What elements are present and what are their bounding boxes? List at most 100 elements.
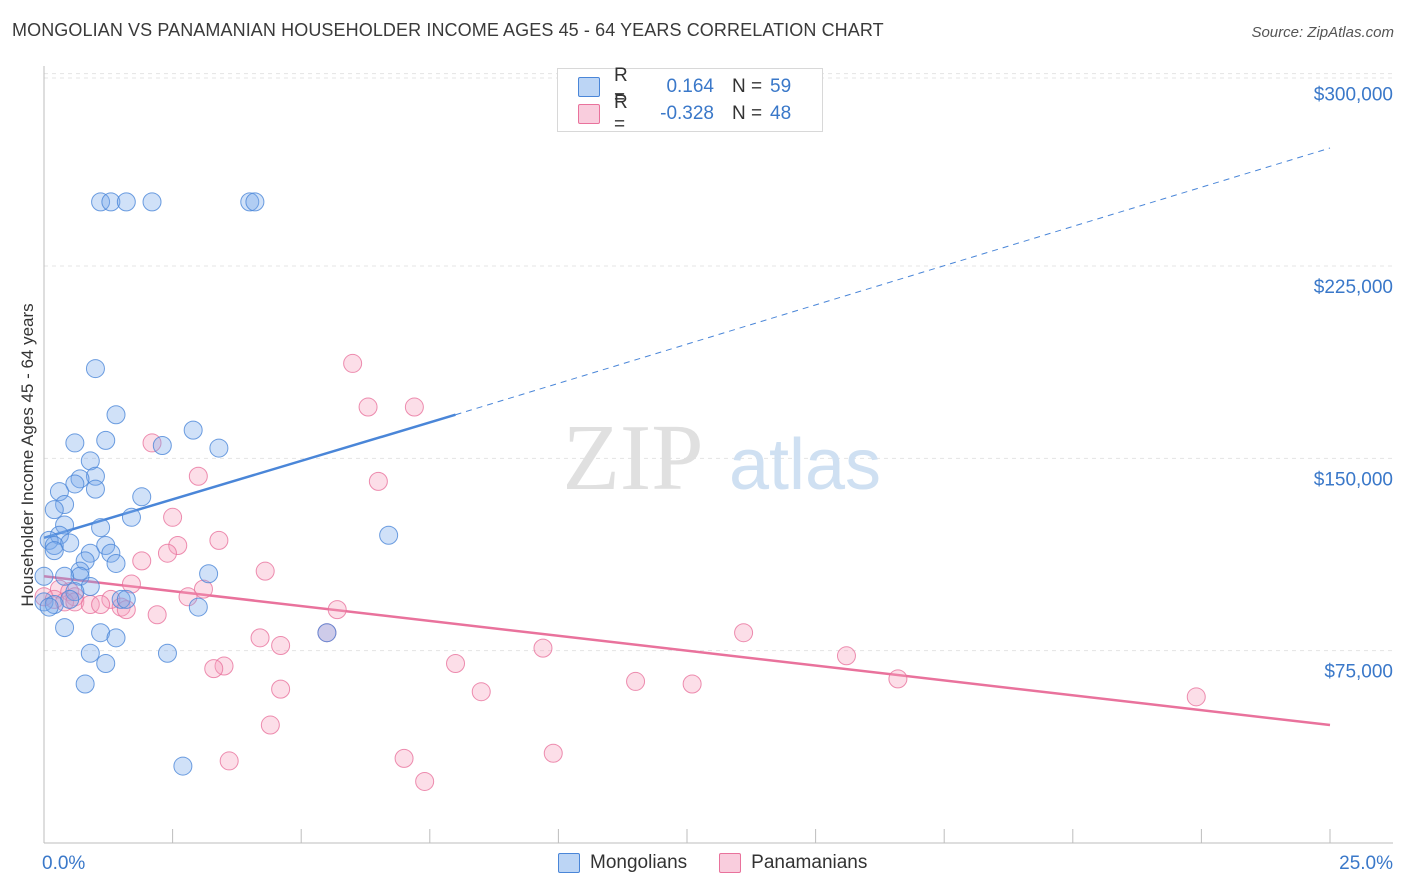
point-mongolians [91, 518, 111, 538]
point-panamanians [836, 646, 856, 666]
point-panamanians [101, 589, 121, 609]
point-mongolians [80, 577, 100, 597]
point-mongolians [188, 597, 208, 617]
legend-label-panamanians: Panamanians [751, 852, 868, 873]
point-panamanians [271, 679, 291, 699]
point-mongolians [44, 500, 64, 520]
point-panamanians [65, 592, 85, 612]
point-panamanians [193, 579, 213, 599]
point-mongolians [116, 192, 136, 212]
point-panamanians [65, 587, 85, 607]
trendline-panamanians [43, 575, 1331, 727]
point-panamanians [543, 743, 563, 763]
point-mongolians [65, 474, 85, 494]
watermark: ZIP atlas [563, 406, 882, 510]
point-mongolians [39, 530, 59, 550]
trendline-mongolians-dashed [455, 147, 1331, 416]
point-mongolians [152, 436, 172, 455]
y-tick-label: $300,000 [1314, 85, 1393, 106]
point-panamanians [116, 600, 136, 620]
watermark-atlas: atlas [729, 425, 881, 505]
point-mongolians [209, 438, 229, 458]
point-mongolians [55, 494, 75, 514]
point-panamanians [219, 751, 239, 771]
point-mongolians [317, 623, 337, 643]
legend-n-label: N = [732, 76, 763, 97]
legend-n-label: N = [732, 103, 763, 124]
point-mongolians [70, 469, 90, 489]
point-mongolians [91, 192, 111, 212]
point-mongolians [85, 359, 105, 379]
trendline-panamanians [43, 575, 1331, 727]
point-panamanians [178, 587, 198, 607]
point-mongolians [44, 541, 64, 561]
point-mongolians [199, 564, 219, 584]
point-mongolians [91, 623, 111, 643]
point-panamanians [343, 353, 363, 373]
legend-row-panamanians: R = -0.328 N = 48 [578, 92, 791, 135]
point-panamanians [734, 623, 754, 643]
point-mongolians [75, 551, 95, 571]
point-mongolians [157, 643, 177, 663]
point-mongolians [70, 566, 90, 586]
axes [43, 66, 1393, 844]
watermark-zip: ZIP [563, 406, 704, 510]
point-mongolians [44, 536, 64, 556]
legend-n-value: 59 [770, 76, 792, 97]
legend-row-mongolians: R = 0.164 N = 59 [578, 65, 792, 108]
point-mongolians [60, 589, 80, 609]
point-mongolians [106, 405, 126, 425]
point-mongolians [132, 487, 152, 507]
point-mongolians [116, 589, 136, 609]
point-mongolians [379, 525, 399, 545]
point-panamanians [260, 715, 280, 735]
point-panamanians [147, 605, 167, 625]
point-mongolians [142, 192, 162, 212]
point-panamanians [404, 397, 424, 417]
point-mongolians [106, 553, 126, 573]
legend-swatch-mongolians [558, 853, 580, 873]
legend-swatch-mongolians [578, 77, 600, 97]
point-panamanians [368, 471, 388, 491]
series-legend: Mongolians Panamanians [558, 852, 899, 874]
gridlines [44, 73, 1393, 652]
point-mongolians [121, 507, 141, 527]
point-mongolians [101, 192, 121, 212]
legend-swatch-panamanians [578, 104, 600, 124]
point-mongolians [70, 561, 90, 581]
point-panamanians [204, 659, 224, 679]
point-panamanians [121, 574, 141, 594]
chart-title: MONGOLIAN VS PANAMANIAN HOUSEHOLDER INCO… [12, 20, 884, 40]
point-mongolians [60, 533, 80, 553]
point-panamanians [358, 397, 378, 417]
point-mongolians [96, 430, 116, 450]
point-mongolians [173, 756, 193, 776]
legend-r-value: -0.328 [660, 103, 714, 124]
point-mongolians [96, 653, 116, 673]
point-mongolians [55, 566, 75, 586]
legend-r-value: 0.164 [666, 76, 714, 97]
point-mongolians [106, 628, 126, 648]
point-panamanians [157, 543, 177, 563]
point-panamanians [60, 582, 80, 602]
point-mongolians [44, 595, 64, 614]
point-panamanians [533, 638, 553, 658]
point-mongolians [80, 451, 100, 471]
point-panamanians [255, 561, 275, 581]
point-panamanians [163, 507, 183, 527]
y-tick-label: $225,000 [1314, 277, 1393, 298]
point-mongolians [111, 589, 131, 609]
point-panamanians [209, 530, 229, 550]
point-panamanians [132, 551, 152, 571]
point-mongolians [245, 192, 265, 212]
legend-item-mongolians[interactable]: Mongolians [558, 852, 687, 874]
point-mongolians [183, 420, 203, 440]
point-mongolians [240, 192, 260, 212]
point-panamanians [626, 671, 646, 691]
legend-item-panamanians[interactable]: Panamanians [719, 852, 867, 874]
point-panamanians [888, 669, 908, 689]
y-tick-label: $75,000 [1324, 662, 1393, 683]
point-mongolians [49, 525, 69, 545]
data-points [34, 192, 1206, 791]
point-mongolians [55, 618, 75, 638]
